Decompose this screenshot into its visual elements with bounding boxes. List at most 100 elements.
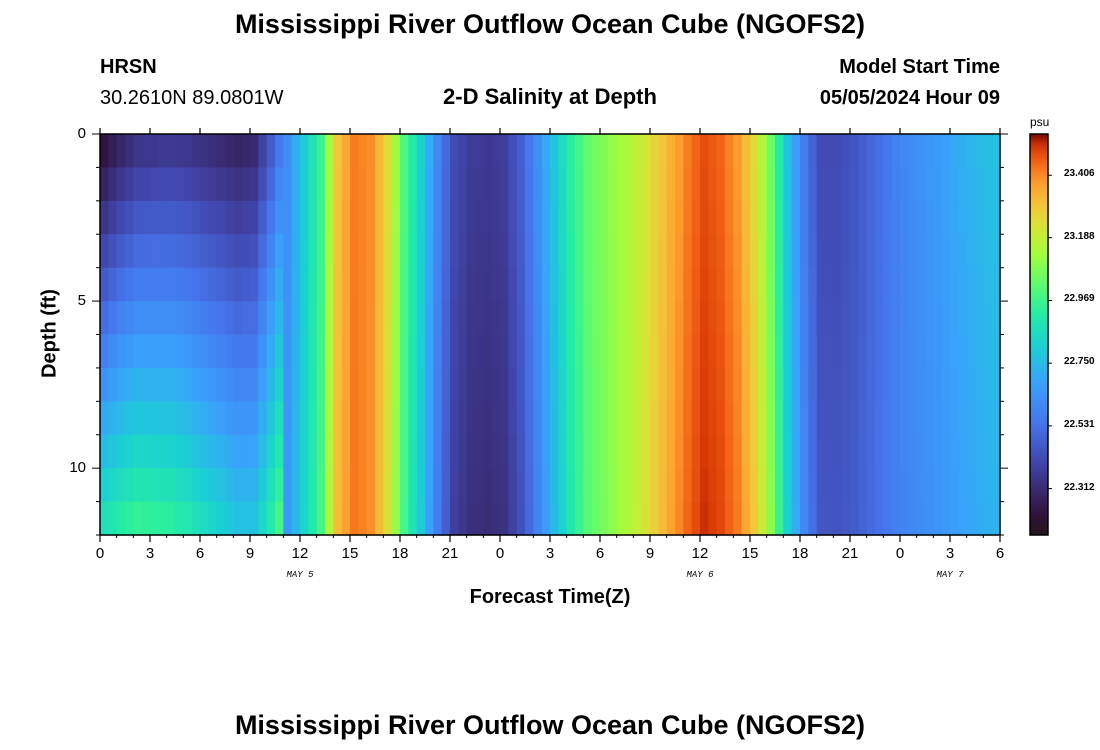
- heatmap-cell: [617, 368, 626, 402]
- heatmap-cell: [975, 502, 984, 536]
- heatmap-cell: [500, 435, 509, 469]
- heatmap-cell: [317, 401, 326, 435]
- heatmap-cell: [300, 167, 309, 201]
- heatmap-cell: [575, 268, 584, 302]
- heatmap-cell: [225, 435, 234, 469]
- heatmap-cell: [750, 435, 759, 469]
- heatmap-cell: [592, 134, 601, 168]
- heatmap-cell: [675, 368, 684, 402]
- heatmap-cell: [667, 234, 676, 268]
- heatmap-cell: [142, 368, 151, 402]
- heatmap-cell: [467, 468, 476, 502]
- heatmap-cell: [817, 167, 826, 201]
- heatmap-cell: [458, 134, 467, 168]
- heatmap-cell: [817, 201, 826, 235]
- heatmap-cell: [950, 234, 959, 268]
- heatmap-cell: [867, 468, 876, 502]
- heatmap-cell: [883, 134, 892, 168]
- heatmap-cell: [383, 167, 392, 201]
- heatmap-cell: [558, 167, 567, 201]
- heatmap-cell: [517, 134, 526, 168]
- heatmap-cell: [842, 301, 851, 335]
- heatmap-cell: [525, 201, 534, 235]
- heatmap-cell: [950, 301, 959, 335]
- heatmap-cell: [858, 335, 867, 369]
- heatmap-cell: [858, 134, 867, 168]
- heatmap-cell: [950, 502, 959, 536]
- heatmap-cell: [392, 301, 401, 335]
- heatmap-cell: [525, 268, 534, 302]
- heatmap-cell: [383, 268, 392, 302]
- heatmap-cell: [692, 368, 701, 402]
- colorbar-label: 22.969: [1064, 293, 1095, 304]
- heatmap-cell: [617, 468, 626, 502]
- heatmap-cell: [450, 468, 459, 502]
- heatmap-cell: [417, 234, 426, 268]
- heatmap-cell: [917, 301, 926, 335]
- heatmap-cell: [858, 435, 867, 469]
- heatmap-cell: [908, 301, 917, 335]
- heatmap-cell: [375, 134, 384, 168]
- heatmap-cell: [867, 301, 876, 335]
- heatmap-cell: [408, 468, 417, 502]
- heatmap-cell: [100, 134, 109, 168]
- heatmap-cell: [392, 335, 401, 369]
- heatmap-cell: [933, 435, 942, 469]
- heatmap-cell: [433, 335, 442, 369]
- heatmap-cell: [567, 268, 576, 302]
- heatmap-cell: [942, 435, 951, 469]
- heatmap-cell: [917, 502, 926, 536]
- heatmap-cell: [725, 435, 734, 469]
- heatmap-cell: [425, 201, 434, 235]
- heatmap-cell: [658, 335, 667, 369]
- heatmap-cell: [583, 502, 592, 536]
- heatmap-cell: [675, 468, 684, 502]
- heatmap-cell: [183, 335, 192, 369]
- heatmap-cell: [508, 167, 517, 201]
- heatmap-cell: [383, 502, 392, 536]
- heatmap-cell: [267, 167, 276, 201]
- heatmap-cell: [925, 502, 934, 536]
- heatmap-cell: [942, 234, 951, 268]
- heatmap-cell: [475, 435, 484, 469]
- heatmap-cell: [392, 134, 401, 168]
- heatmap-cell: [483, 301, 492, 335]
- heatmap-cell: [617, 234, 626, 268]
- heatmap-cell: [725, 234, 734, 268]
- heatmap-cell: [217, 468, 226, 502]
- heatmap-cell: [617, 335, 626, 369]
- heatmap-cell: [775, 134, 784, 168]
- heatmap-cell: [400, 468, 409, 502]
- heatmap-cell: [975, 134, 984, 168]
- heatmap-cell: [275, 268, 284, 302]
- heatmap-cell: [492, 368, 501, 402]
- heatmap-cell: [300, 368, 309, 402]
- heatmap-cell: [833, 201, 842, 235]
- heatmap-cell: [500, 234, 509, 268]
- heatmap-cell: [683, 502, 692, 536]
- heatmap-cell: [733, 401, 742, 435]
- heatmap-cell: [842, 268, 851, 302]
- heatmap-cell: [933, 167, 942, 201]
- heatmap-cell: [833, 268, 842, 302]
- heatmap-cell: [225, 268, 234, 302]
- heatmap-cell: [792, 134, 801, 168]
- heatmap-cell: [333, 368, 342, 402]
- heatmap-cell: [433, 502, 442, 536]
- heatmap-cell: [983, 134, 992, 168]
- heatmap-cell: [758, 502, 767, 536]
- heatmap-cell: [542, 234, 551, 268]
- heatmap-cell: [583, 401, 592, 435]
- heatmap-cell: [842, 201, 851, 235]
- heatmap-cell: [608, 468, 617, 502]
- x-tick-label: 6: [185, 545, 215, 562]
- heatmap-cell: [825, 468, 834, 502]
- heatmap-cell: [500, 335, 509, 369]
- heatmap-cell: [575, 368, 584, 402]
- heatmap-cell: [133, 468, 142, 502]
- heatmap-cell: [425, 435, 434, 469]
- heatmap-cell: [667, 435, 676, 469]
- heatmap-cell: [767, 335, 776, 369]
- heatmap-cell: [108, 335, 117, 369]
- heatmap-cell: [100, 435, 109, 469]
